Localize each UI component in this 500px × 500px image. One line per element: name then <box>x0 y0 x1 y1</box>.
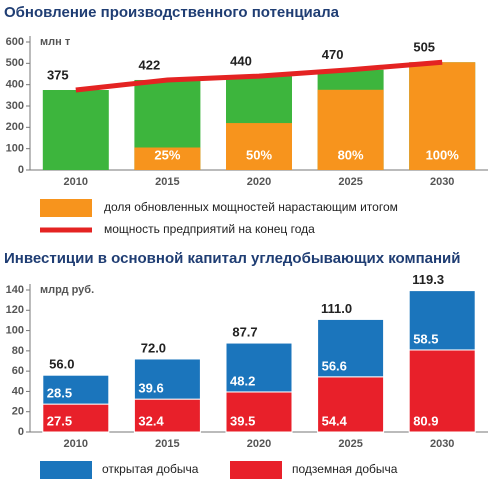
legend-label: открытая добыча <box>102 462 199 476</box>
x-tick-label: 2020 <box>247 438 271 450</box>
x-tick-label: 2010 <box>64 438 88 450</box>
y-tick-label: 0 <box>18 164 24 176</box>
bar-segment <box>408 349 476 433</box>
y-tick-label: 60 <box>12 365 24 377</box>
y-tick-label: 100 <box>6 143 24 155</box>
chart-title: Обновление производственного потенциала <box>4 4 340 21</box>
line <box>75 59 443 93</box>
value-label: 440 <box>230 54 252 69</box>
x-tick-label: 2025 <box>338 438 362 450</box>
y-tick-label: 80 <box>12 345 24 357</box>
unit-label: млн т <box>40 36 71 48</box>
total-label: 72.0 <box>141 340 166 355</box>
y-tick-label: 40 <box>12 385 24 397</box>
bar-segment <box>225 342 293 393</box>
value-label: 470 <box>322 47 344 62</box>
share-bar <box>226 123 292 170</box>
total-label: 111.0 <box>321 301 352 316</box>
value-label: 32.4 <box>138 413 164 428</box>
legend-swatch <box>230 461 282 479</box>
y-tick-label: 400 <box>6 79 24 91</box>
legend-label: подземная добыча <box>292 462 398 476</box>
unit-label: млрд руб. <box>40 284 94 296</box>
y-tick-label: 300 <box>6 100 24 112</box>
legend-swatch <box>40 461 92 479</box>
x-tick-label: 2015 <box>155 176 179 188</box>
y-tick-label: 500 <box>6 57 24 69</box>
share-label: 80% <box>338 147 364 162</box>
y-tick-label: 0 <box>18 426 24 438</box>
y-tick-label: 20 <box>12 406 24 418</box>
bar-segment <box>42 374 110 405</box>
value-label: 39.6 <box>138 381 163 396</box>
share-bar <box>409 62 476 171</box>
y-tick-label: 200 <box>6 121 24 133</box>
value-label: 56.6 <box>322 358 347 373</box>
y-tick-label: 100 <box>6 324 24 336</box>
x-tick-label: 2025 <box>338 176 362 188</box>
x-tick-label: 2030 <box>430 438 454 450</box>
y-tick-label: 120 <box>6 304 24 316</box>
bar-segment <box>42 403 110 433</box>
share-label: 25% <box>154 147 180 162</box>
x-tick-label: 2030 <box>430 176 454 188</box>
bar-segment <box>408 290 476 351</box>
value-label: 58.5 <box>413 331 438 346</box>
share-label: 50% <box>246 147 272 162</box>
legend-label: доля обновленных мощностей нарастающим и… <box>104 200 398 214</box>
share-bar <box>317 89 384 170</box>
x-tick-label: 2020 <box>247 176 271 188</box>
value-label: 28.5 <box>47 386 72 401</box>
total-label: 56.0 <box>49 357 74 372</box>
value-label: 54.4 <box>322 413 348 428</box>
value-label: 80.9 <box>413 413 438 428</box>
value-label: 375 <box>47 67 69 82</box>
bar <box>42 90 109 170</box>
value-label: 505 <box>413 40 435 55</box>
y-tick-label: 600 <box>6 36 24 48</box>
legend-label: мощность предприятий на конец года <box>104 222 315 236</box>
value-label: 48.2 <box>230 373 255 388</box>
y-tick-label: 140 <box>6 284 24 296</box>
legend-swatch <box>40 199 92 217</box>
value-label: 27.5 <box>47 413 72 428</box>
share-bar <box>134 147 201 170</box>
x-tick-label: 2015 <box>155 438 179 450</box>
bar-segment <box>317 376 385 433</box>
total-label: 87.7 <box>232 324 257 339</box>
bar-segment <box>317 318 385 378</box>
chart-title: Инвестиции в основной капитал угледобыва… <box>4 250 461 267</box>
total-label: 119.3 <box>412 272 444 287</box>
bar-segment <box>133 358 201 400</box>
value-label: 39.5 <box>230 413 255 428</box>
value-label: 422 <box>139 57 161 72</box>
x-tick-label: 2010 <box>64 176 88 188</box>
share-label: 100% <box>426 147 460 162</box>
